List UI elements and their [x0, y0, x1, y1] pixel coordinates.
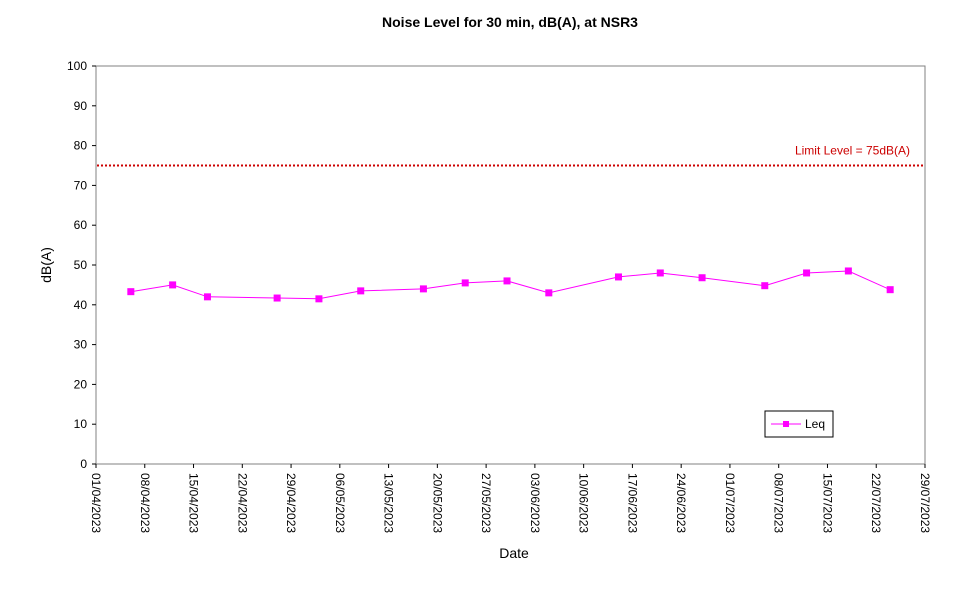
legend-entry-leq: Leq — [805, 417, 825, 431]
x-tick-label-8: 27/05/2023 — [479, 473, 493, 533]
y-tick-label-30: 30 — [74, 338, 88, 352]
limit-level-label: Limit Level = 75dB(A) — [795, 144, 910, 158]
x-tick-label-7: 20/05/2023 — [430, 473, 444, 533]
y-axis-label: dB(A) — [38, 247, 54, 283]
y-tick-label-10: 10 — [74, 417, 88, 431]
x-tick-label-12: 24/06/2023 — [674, 473, 688, 533]
data-point-2 — [203, 293, 211, 301]
x-axis: 01/04/2023 08/04/2023 15/04/2023 22/04/2023… — [89, 464, 932, 533]
y-tick-label-80: 80 — [74, 139, 88, 153]
y-tick-label-70: 70 — [74, 178, 88, 192]
x-tick-label-15: 15/07/2023 — [820, 473, 834, 533]
data-point-9 — [545, 289, 553, 297]
data-point-15 — [844, 267, 852, 275]
chart-title: Noise Level for 30 min, dB(A), at NSR3 — [382, 14, 638, 30]
data-point-6 — [419, 285, 427, 293]
x-tick-label-0: 01/04/2023 — [89, 473, 103, 533]
y-tick-label-60: 60 — [74, 218, 88, 232]
y-tick-label-40: 40 — [74, 298, 88, 312]
x-tick-label-3: 22/04/2023 — [235, 473, 249, 533]
x-tick-label-9: 03/06/2023 — [528, 473, 542, 533]
data-point-11 — [656, 269, 664, 277]
y-tick-label-90: 90 — [74, 99, 88, 113]
data-point-1 — [169, 281, 177, 289]
data-point-4 — [315, 295, 323, 303]
x-tick-label-17: 29/07/2023 — [918, 473, 932, 533]
data-point-0 — [127, 288, 135, 296]
y-tick-label-50: 50 — [74, 258, 88, 272]
data-point-13 — [761, 282, 769, 290]
x-tick-label-4: 29/04/2023 — [284, 473, 298, 533]
x-tick-label-11: 17/06/2023 — [625, 473, 639, 533]
x-tick-label-10: 10/06/2023 — [577, 473, 591, 533]
data-point-16 — [886, 286, 894, 294]
y-tick-label-20: 20 — [74, 377, 88, 391]
x-axis-label: Date — [499, 545, 529, 561]
x-tick-label-14: 08/07/2023 — [772, 473, 786, 533]
plot-area — [95, 65, 926, 465]
x-tick-label-13: 01/07/2023 — [723, 473, 737, 533]
data-point-3 — [273, 294, 281, 302]
legend-marker — [783, 421, 789, 427]
x-tick-label-6: 13/05/2023 — [382, 473, 396, 533]
series-leq — [127, 267, 894, 303]
data-point-7 — [461, 279, 469, 287]
data-point-14 — [803, 269, 811, 277]
x-tick-label-5: 06/05/2023 — [333, 473, 347, 533]
data-point-8 — [503, 277, 511, 285]
y-axis: 0 10 20 30 40 50 60 70 80 90 100 — [67, 59, 96, 471]
x-tick-label-16: 22/07/2023 — [869, 473, 883, 533]
data-point-10 — [614, 273, 622, 281]
x-tick-label-2: 15/04/2023 — [187, 473, 201, 533]
data-point-5 — [357, 287, 365, 295]
x-tick-label-1: 08/04/2023 — [138, 473, 152, 533]
legend: Leq — [764, 410, 834, 438]
data-point-12 — [698, 274, 706, 282]
y-tick-label-100: 100 — [67, 59, 87, 73]
y-tick-label-0: 0 — [80, 457, 87, 471]
